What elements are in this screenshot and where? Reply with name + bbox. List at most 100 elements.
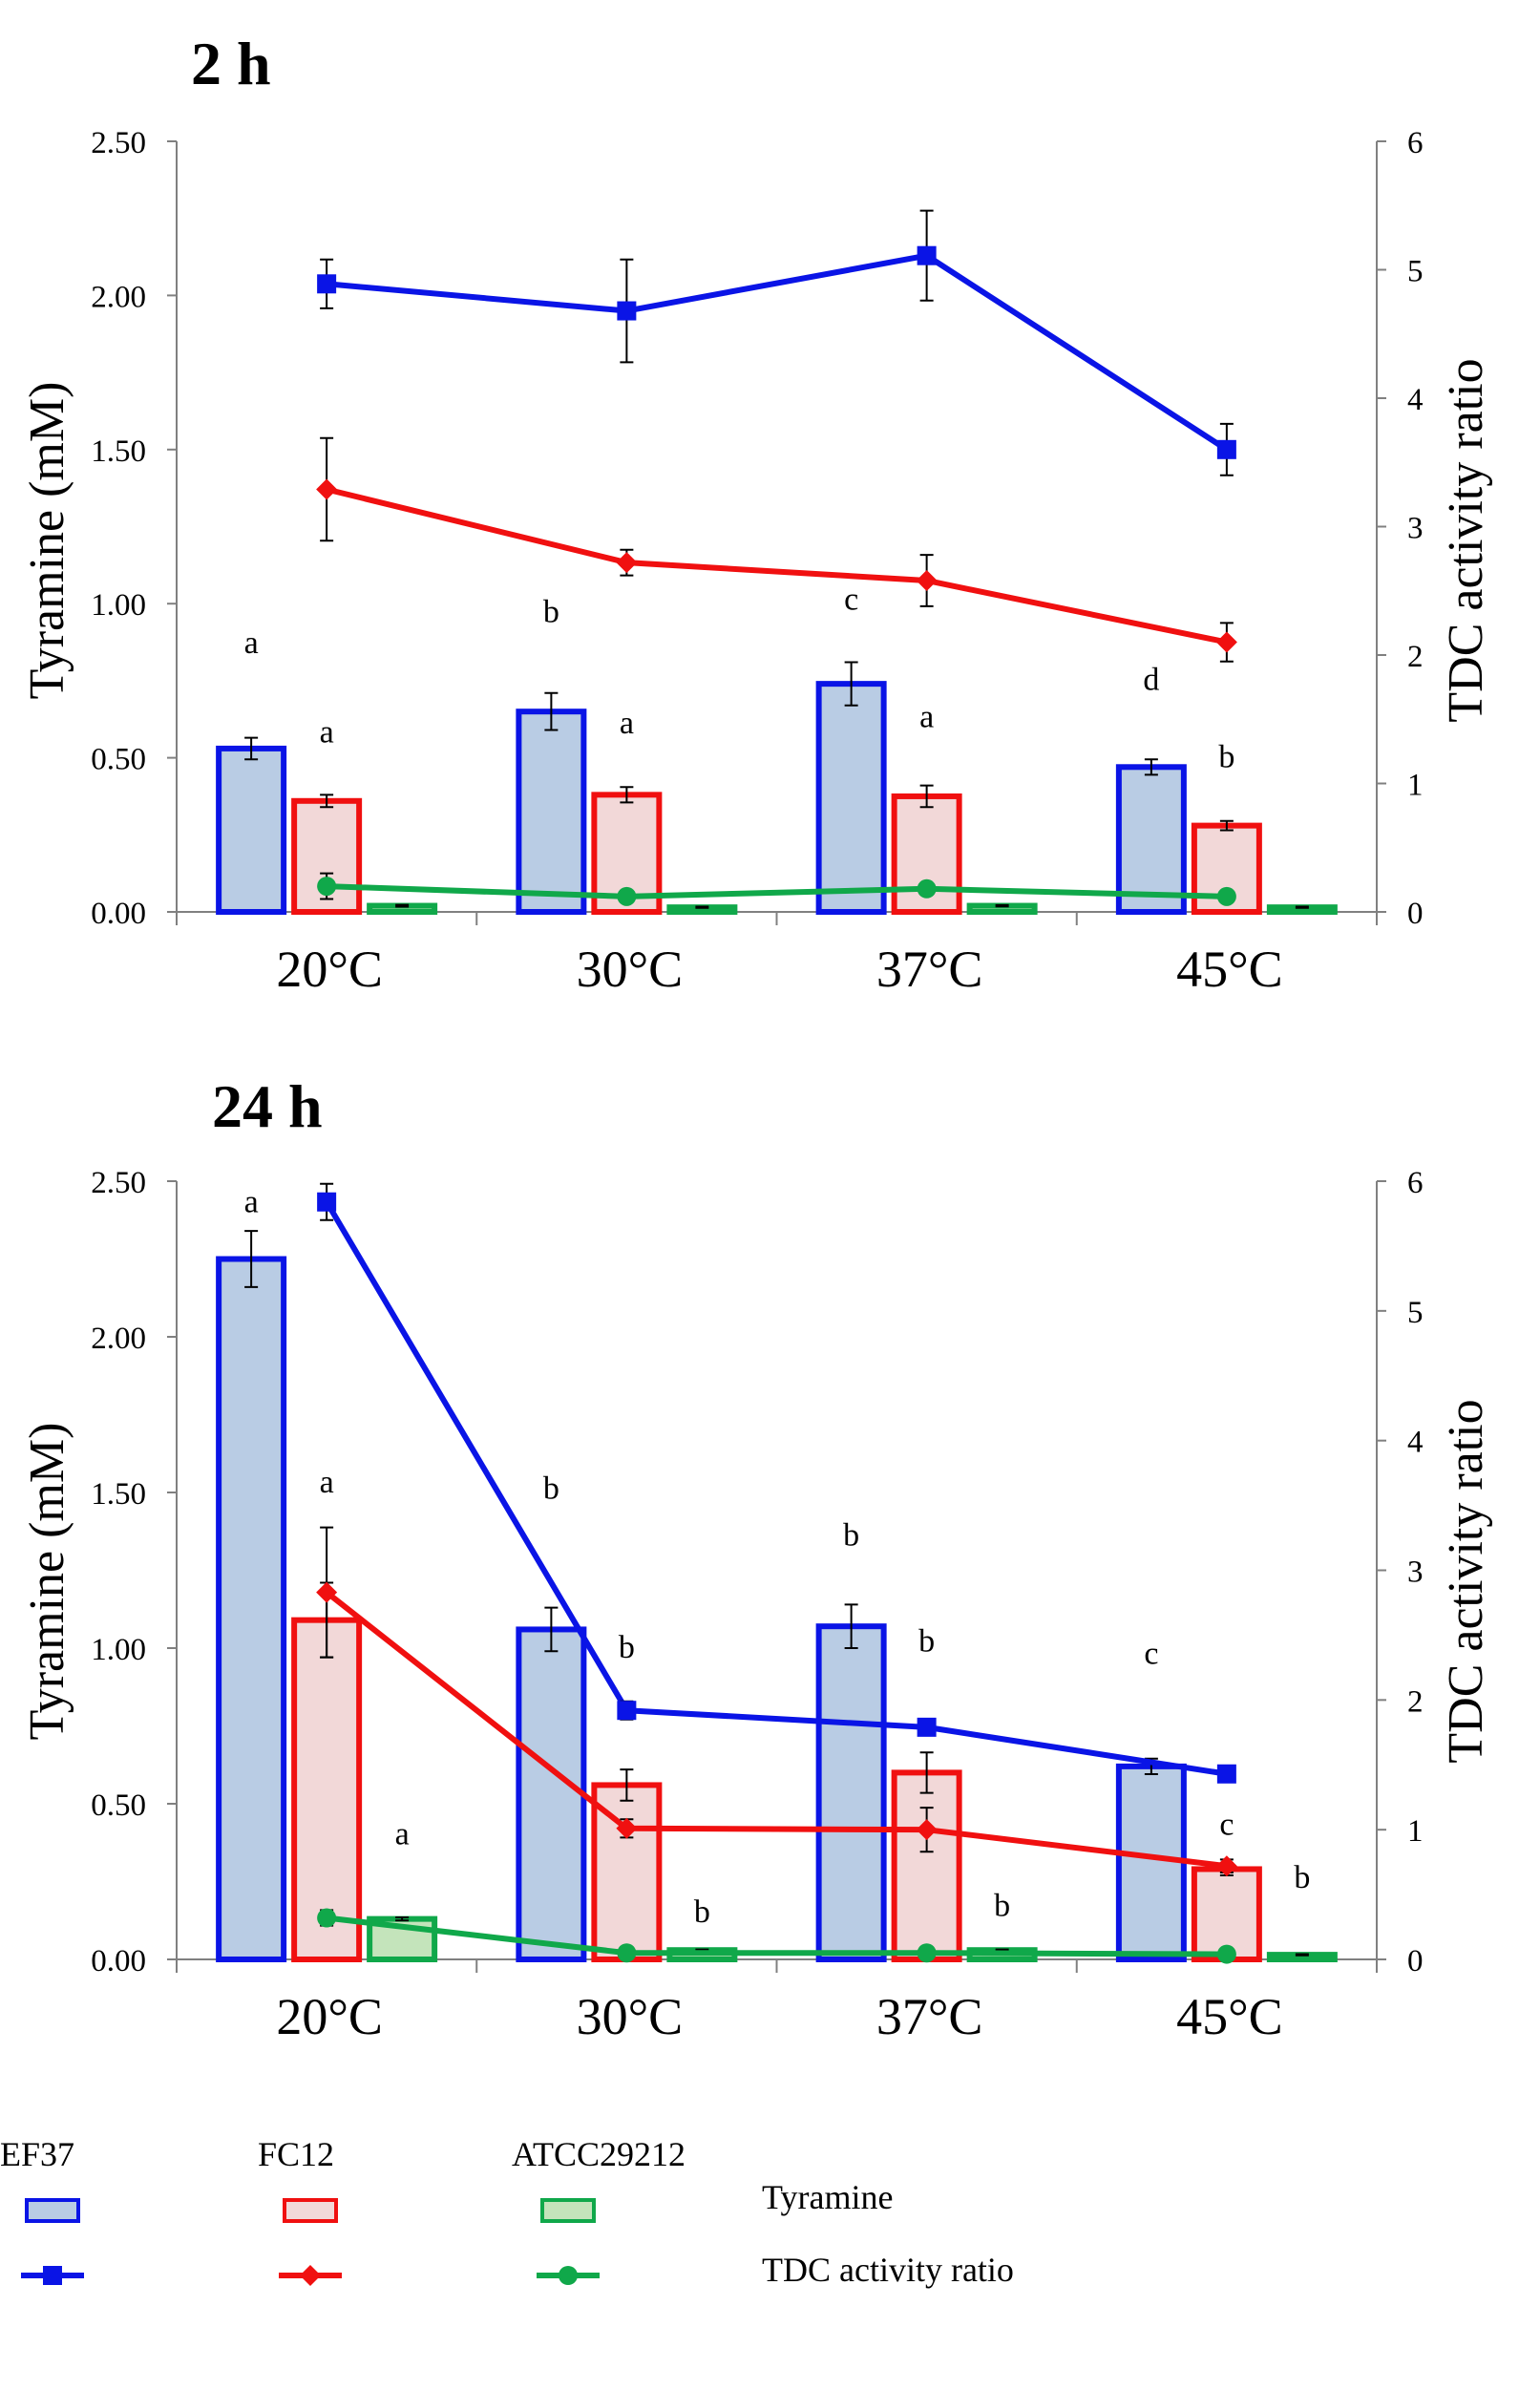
letter-24-h-atcc29212-20-c: a: [395, 1816, 410, 1851]
point-24-h-fc12-45-c: [1215, 1855, 1237, 1877]
y2-tick-label-2-h-1: 1: [1407, 769, 1424, 803]
point-2-h-ef37-20-c: [317, 274, 337, 294]
y-tick-label-2-h-1: 0.50: [91, 743, 146, 777]
bar-24-h-ef37-37-c: [815, 1623, 887, 1963]
point-24-h-atcc29212-20-c: [317, 1908, 337, 1928]
bar-24-h-ef37-30-c: [516, 1626, 587, 1962]
bar-2-h-ef37-20-c: [216, 745, 287, 916]
y2-tick-label-2-h-2: 2: [1407, 640, 1424, 674]
x-tick-label-2-h-37-c: 37°C: [876, 941, 983, 998]
error-bar-24-h-ef37-20-c: [244, 1230, 259, 1288]
letter-2-h-ef37-30-c: b: [543, 595, 559, 630]
legend-strain-ef37: EF37: [0, 2135, 74, 2173]
legend-bar-swatch-fc12: [283, 2198, 338, 2223]
point-24-h-atcc29212-45-c: [1216, 1944, 1236, 1964]
letter-24-h-fc12-30-c: b: [619, 1630, 635, 1665]
y2-tick-label-2-h-6: 6: [1407, 126, 1424, 160]
letter-24-h-ef37-45-c: c: [1144, 1636, 1158, 1671]
y-tick-label-24-h-5: 2.50: [91, 1166, 146, 1200]
point-2-h-atcc29212-20-c: [317, 877, 337, 897]
letter-24-h-fc12-20-c: a: [320, 1465, 334, 1500]
letter-2-h-fc12-45-c: b: [1218, 739, 1234, 774]
x-tick-label-2-h-45-c: 45°C: [1176, 941, 1283, 998]
line-24-h-atcc29212: [326, 1915, 1227, 1957]
letter-2-h-ef37-45-c: d: [1143, 663, 1159, 698]
legend-marker-ef37: [43, 2266, 62, 2285]
y-tick-label-24-h-1: 0.50: [91, 1788, 146, 1823]
error-bar-2-h-atcc29212-37-c: [995, 903, 1009, 908]
legend-strain-atcc29212: ATCC29212: [512, 2135, 686, 2173]
line-24-h-ef37: [324, 1200, 1228, 1777]
letter-2-h-fc12-37-c: a: [919, 699, 934, 734]
y-tick-label-24-h-3: 1.50: [91, 1477, 146, 1512]
letter-24-h-atcc29212-30-c: b: [694, 1894, 710, 1930]
y-tick-label-2-h-5: 2.50: [91, 126, 146, 160]
y2-tick-label-24-h-4: 4: [1407, 1426, 1424, 1460]
x-tick-label-2-h-30-c: 30°C: [577, 941, 684, 998]
y2-tick-label-24-h-5: 5: [1407, 1296, 1424, 1330]
y2-tick-label-2-h-5: 5: [1407, 255, 1424, 289]
bar-24-h-ef37-45-c: [1115, 1763, 1187, 1962]
bar-24-h-ef37-20-c: [216, 1256, 287, 1962]
legend-marker-fc12: [300, 2265, 321, 2286]
x-tick-label-2-h-20-c: 20°C: [276, 941, 383, 998]
error-bar-24-h-atcc29212-20-c: [395, 1915, 410, 1922]
legend-tdc-label: TDC activity ratio: [762, 2251, 1014, 2289]
point-24-h-ef37-30-c: [617, 1701, 637, 1721]
letter-2-h-ef37-20-c: a: [244, 625, 259, 661]
point-2-h-fc12-37-c: [916, 569, 938, 591]
y2-tick-label-24-h-2: 2: [1407, 1684, 1424, 1719]
error-bar-2-h-atcc29212-20-c: [395, 903, 410, 908]
point-2-h-fc12-30-c: [616, 552, 638, 574]
letter-2-h-fc12-20-c: a: [320, 714, 334, 750]
letter-24-h-atcc29212-45-c: b: [1294, 1860, 1310, 1895]
chart-2h: 2 h Tyramine (mM) TDC activity ratio 0.0…: [20, 30, 1493, 998]
point-24-h-atcc29212-30-c: [617, 1943, 637, 1963]
error-bar-24-h-fc12-30-c: [620, 1768, 634, 1802]
y-axis-label-2h: Tyramine (mM): [20, 382, 74, 700]
y-tick-label-24-h-2: 1.00: [91, 1633, 146, 1667]
legend-bar-swatch-atcc29212: [540, 2198, 596, 2223]
letter-24-h-ef37-30-c: b: [543, 1471, 559, 1507]
line-2-h-atcc29212: [327, 883, 1227, 899]
error-bar-2-h-ef37-37-c: [844, 661, 858, 707]
x-tick-label-24-h-30-c: 30°C: [577, 1988, 684, 2045]
point-2-h-atcc29212-37-c: [917, 878, 937, 899]
point-2-h-ef37-30-c: [617, 301, 637, 321]
point-2-h-fc12-20-c: [316, 478, 338, 500]
error-bar-2-h-fc12-30-c: [620, 786, 634, 804]
line-24-h-fc12: [325, 1590, 1228, 1870]
x-tick-label-24-h-37-c: 37°C: [876, 1988, 983, 2045]
error-bar-2-h-atcc29212-30-c: [695, 905, 709, 909]
chart-24h: 24 h Tyramine (mM) TDC activity ratio 0.…: [20, 1072, 1493, 2045]
panel-title-2h: 2 h: [191, 30, 271, 97]
bar-24-h-fc12-37-c: [891, 1769, 962, 1963]
legend-marker-atcc29212: [559, 2266, 578, 2285]
bar-2-h-ef37-37-c: [815, 681, 887, 915]
point-24-h-ef37-37-c: [917, 1717, 937, 1737]
y2-tick-label-24-h-1: 1: [1407, 1814, 1424, 1849]
letter-2-h-ef37-37-c: c: [844, 582, 858, 618]
point-24-h-fc12-20-c: [316, 1581, 338, 1603]
letter-24-h-fc12-45-c: c: [1219, 1808, 1234, 1843]
point-24-h-fc12-30-c: [616, 1817, 638, 1839]
error-bar-24-h-fc12-37-c: [919, 1751, 934, 1794]
error-bar-2-h-ef37-30-c: [544, 691, 559, 731]
error-bar-2-h-fc12-20-c: [320, 793, 334, 809]
y-tick-label-24-h-0: 0.00: [91, 1944, 146, 1978]
error-bar-24-h-ef37-30-c: [544, 1606, 559, 1653]
y2-tick-label-2-h-3: 3: [1407, 512, 1424, 546]
point-24-h-ef37-20-c: [317, 1192, 337, 1212]
y2-tick-label-24-h-3: 3: [1407, 1555, 1424, 1590]
point-2-h-atcc29212-45-c: [1216, 886, 1236, 906]
x-tick-label-24-h-20-c: 20°C: [276, 1988, 383, 2045]
y2-tick-label-2-h-4: 4: [1407, 383, 1424, 417]
point-24-h-atcc29212-37-c: [917, 1943, 937, 1963]
y-tick-label-24-h-4: 2.00: [91, 1322, 146, 1356]
x-tick-label-24-h-45-c: 45°C: [1176, 1988, 1283, 2045]
point-2-h-ef37-45-c: [1216, 439, 1236, 459]
y-tick-label-2-h-3: 1.50: [91, 434, 146, 469]
letter-2-h-fc12-30-c: a: [620, 706, 634, 741]
error-bar-2-h-ef37-45-c: [1144, 758, 1158, 776]
